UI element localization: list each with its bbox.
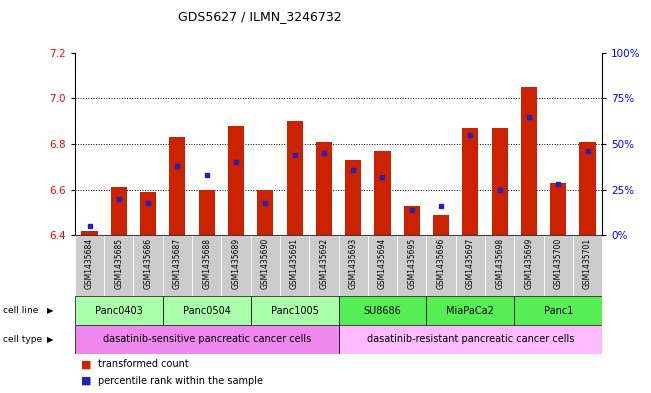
Text: GSM1435692: GSM1435692 bbox=[320, 238, 328, 289]
Bar bbox=[199, 190, 215, 235]
Bar bbox=[75, 325, 339, 354]
Bar bbox=[133, 235, 163, 296]
Bar bbox=[550, 183, 566, 235]
Text: GDS5627 / ILMN_3246732: GDS5627 / ILMN_3246732 bbox=[178, 10, 341, 23]
Bar bbox=[81, 231, 98, 235]
Bar bbox=[579, 142, 596, 235]
Text: transformed count: transformed count bbox=[98, 359, 188, 369]
Bar bbox=[544, 235, 573, 296]
Text: GSM1435691: GSM1435691 bbox=[290, 238, 299, 289]
Bar bbox=[339, 296, 426, 325]
Bar bbox=[339, 325, 602, 354]
Bar bbox=[368, 235, 397, 296]
Text: MiaPaCa2: MiaPaCa2 bbox=[447, 306, 494, 316]
Text: GSM1435688: GSM1435688 bbox=[202, 238, 211, 289]
Text: GSM1435686: GSM1435686 bbox=[144, 238, 152, 289]
Bar bbox=[521, 87, 537, 235]
Bar bbox=[286, 121, 303, 235]
Text: percentile rank within the sample: percentile rank within the sample bbox=[98, 376, 262, 386]
Text: GSM1435697: GSM1435697 bbox=[466, 238, 475, 289]
Text: GSM1435695: GSM1435695 bbox=[408, 238, 416, 289]
Bar bbox=[426, 296, 514, 325]
Text: dasatinib-resistant pancreatic cancer cells: dasatinib-resistant pancreatic cancer ce… bbox=[367, 334, 574, 344]
Text: SU8686: SU8686 bbox=[364, 306, 401, 316]
Bar bbox=[251, 296, 339, 325]
Text: GSM1435698: GSM1435698 bbox=[495, 238, 504, 289]
Bar bbox=[397, 235, 426, 296]
Bar bbox=[75, 235, 104, 296]
Text: Panc0403: Panc0403 bbox=[95, 306, 143, 316]
Text: GSM1435690: GSM1435690 bbox=[261, 238, 270, 289]
Bar bbox=[104, 235, 133, 296]
Bar bbox=[169, 137, 186, 235]
Text: ■: ■ bbox=[81, 376, 92, 386]
Bar bbox=[111, 187, 127, 235]
Bar bbox=[456, 235, 485, 296]
Bar bbox=[192, 235, 221, 296]
Text: ▶: ▶ bbox=[47, 335, 53, 344]
Text: GSM1435684: GSM1435684 bbox=[85, 238, 94, 289]
Text: cell type: cell type bbox=[3, 335, 46, 344]
Text: GSM1435694: GSM1435694 bbox=[378, 238, 387, 289]
Text: cell line: cell line bbox=[3, 306, 42, 315]
Bar bbox=[257, 190, 273, 235]
Bar bbox=[163, 235, 192, 296]
Bar bbox=[345, 160, 361, 235]
Text: dasatinib-sensitive pancreatic cancer cells: dasatinib-sensitive pancreatic cancer ce… bbox=[103, 334, 311, 344]
Text: GSM1435700: GSM1435700 bbox=[554, 238, 562, 289]
Text: GSM1435696: GSM1435696 bbox=[437, 238, 445, 289]
Text: GSM1435685: GSM1435685 bbox=[115, 238, 123, 289]
Bar bbox=[251, 235, 280, 296]
Text: ■: ■ bbox=[81, 359, 92, 369]
Bar bbox=[316, 142, 332, 235]
Bar bbox=[404, 206, 420, 235]
Text: ▶: ▶ bbox=[47, 306, 53, 315]
Bar bbox=[163, 296, 251, 325]
Bar bbox=[309, 235, 339, 296]
Bar bbox=[433, 215, 449, 235]
Bar bbox=[462, 128, 478, 235]
Text: Panc1005: Panc1005 bbox=[271, 306, 318, 316]
Bar bbox=[140, 192, 156, 235]
Text: GSM1435689: GSM1435689 bbox=[232, 238, 240, 289]
Bar bbox=[228, 126, 244, 235]
Bar bbox=[514, 296, 602, 325]
Text: Panc1: Panc1 bbox=[544, 306, 573, 316]
Text: GSM1435699: GSM1435699 bbox=[525, 238, 533, 289]
Text: Panc0504: Panc0504 bbox=[183, 306, 230, 316]
Bar bbox=[221, 235, 251, 296]
Bar bbox=[573, 235, 602, 296]
Bar bbox=[339, 235, 368, 296]
Text: GSM1435693: GSM1435693 bbox=[349, 238, 357, 289]
Bar bbox=[485, 235, 514, 296]
Bar bbox=[514, 235, 544, 296]
Bar bbox=[374, 151, 391, 235]
Bar bbox=[280, 235, 309, 296]
Bar bbox=[426, 235, 456, 296]
Text: GSM1435687: GSM1435687 bbox=[173, 238, 182, 289]
Bar bbox=[75, 296, 163, 325]
Text: GSM1435701: GSM1435701 bbox=[583, 238, 592, 289]
Bar bbox=[492, 128, 508, 235]
